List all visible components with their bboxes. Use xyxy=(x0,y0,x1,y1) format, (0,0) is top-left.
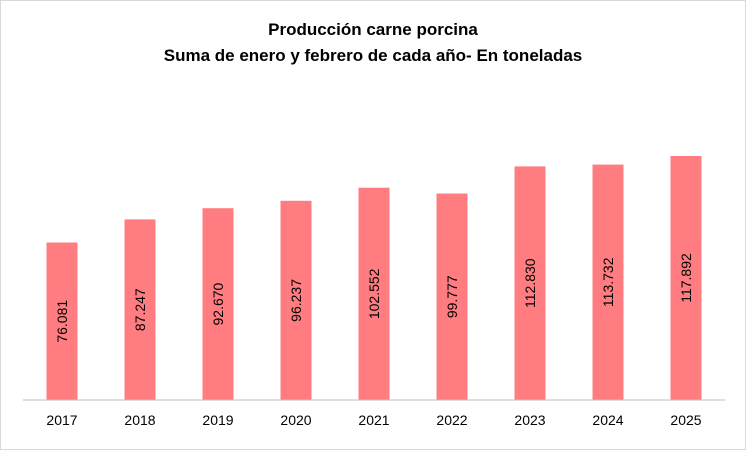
x-tick-label-2023: 2023 xyxy=(514,412,545,428)
bar-2020 xyxy=(280,200,312,400)
bar-data-label-2025: 117.892 xyxy=(678,253,694,303)
bar-data-label-2022: 99.777 xyxy=(444,275,460,318)
bar-2019 xyxy=(202,208,234,400)
x-tick-label-2021: 2021 xyxy=(358,412,389,428)
x-tick-label-2018: 2018 xyxy=(124,412,155,428)
bar-2022 xyxy=(436,193,468,400)
bar-2024 xyxy=(592,164,624,400)
x-tick-label-2025: 2025 xyxy=(670,412,701,428)
bar-2018 xyxy=(124,219,156,400)
bar-data-label-2018: 87.247 xyxy=(132,288,148,331)
bar-2025 xyxy=(670,156,702,400)
chart-title-block: Producción carne porcina Suma de enero y… xyxy=(1,17,745,69)
chart-subtitle: Suma de enero y febrero de cada año- En … xyxy=(163,46,583,65)
bar-2023 xyxy=(514,166,546,400)
chart-title: Producción carne porcina xyxy=(268,20,478,39)
bar-data-label-2017: 76.081 xyxy=(54,300,70,343)
bar-data-label-2020: 96.237 xyxy=(288,279,304,322)
bar-data-label-2024: 113.732 xyxy=(600,257,616,307)
x-tick-label-2017: 2017 xyxy=(46,412,77,428)
bar-data-label-2021: 102.552 xyxy=(366,268,382,319)
bar-data-label-2019: 92.670 xyxy=(210,282,226,325)
x-tick-label-2020: 2020 xyxy=(280,412,311,428)
bar-2021 xyxy=(358,187,390,400)
x-tick-label-2024: 2024 xyxy=(592,412,623,428)
bar-2017 xyxy=(46,242,78,400)
x-tick-label-2019: 2019 xyxy=(202,412,233,428)
bar-data-label-2023: 112.830 xyxy=(522,258,538,308)
x-tick-label-2022: 2022 xyxy=(436,412,467,428)
